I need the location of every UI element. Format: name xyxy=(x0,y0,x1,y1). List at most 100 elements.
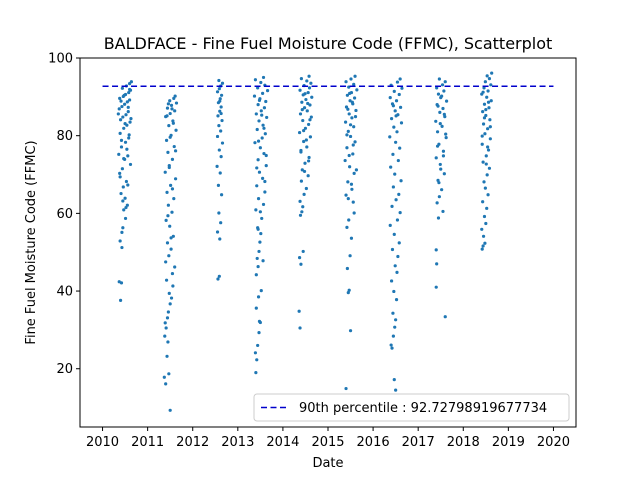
data-point xyxy=(348,329,353,333)
y-tick-label: 40 xyxy=(56,285,73,300)
data-point xyxy=(488,137,492,141)
data-point xyxy=(488,125,492,129)
data-point xyxy=(481,200,485,204)
data-point xyxy=(388,96,392,100)
data-point xyxy=(255,166,259,170)
data-point xyxy=(308,135,313,139)
data-point xyxy=(302,106,307,110)
data-point xyxy=(121,226,125,230)
data-point xyxy=(123,102,127,106)
data-point xyxy=(173,109,177,113)
data-point xyxy=(165,106,170,110)
data-point xyxy=(303,126,308,130)
data-point xyxy=(351,200,355,204)
data-point xyxy=(441,154,446,158)
data-point xyxy=(398,146,402,150)
data-point xyxy=(300,168,304,172)
data-point xyxy=(435,262,439,266)
data-point xyxy=(167,372,171,376)
data-point xyxy=(309,115,313,119)
data-point xyxy=(308,103,312,107)
data-point xyxy=(390,346,394,350)
data-point xyxy=(349,182,354,186)
data-point xyxy=(165,114,169,118)
data-point xyxy=(301,249,305,254)
data-point xyxy=(164,138,169,142)
data-point xyxy=(121,199,125,203)
data-point xyxy=(305,109,309,113)
data-point xyxy=(166,340,170,344)
data-point xyxy=(438,110,442,114)
data-point xyxy=(444,99,449,103)
data-point xyxy=(299,148,303,153)
data-point xyxy=(218,109,222,113)
data-point xyxy=(435,86,439,90)
data-point xyxy=(480,227,484,231)
data-point xyxy=(397,241,401,245)
data-point xyxy=(125,203,129,207)
data-point xyxy=(167,123,171,128)
data-point xyxy=(217,87,221,91)
x-tick-label: 2013 xyxy=(221,435,254,450)
data-point xyxy=(172,96,176,100)
data-point xyxy=(126,105,130,109)
data-point xyxy=(258,146,262,150)
x-tick-label: 2010 xyxy=(86,435,119,450)
data-point xyxy=(354,108,358,113)
data-point xyxy=(394,99,399,103)
data-point xyxy=(481,90,485,94)
data-point xyxy=(344,193,348,197)
data-point xyxy=(259,80,263,85)
data-point xyxy=(483,241,487,245)
data-point xyxy=(126,154,130,158)
data-point xyxy=(347,218,351,222)
data-point xyxy=(172,197,176,201)
data-point xyxy=(261,259,265,263)
data-point xyxy=(444,132,448,136)
data-point xyxy=(444,136,448,140)
data-point xyxy=(484,113,488,118)
data-point xyxy=(306,174,310,178)
data-point xyxy=(122,126,126,130)
data-point xyxy=(347,153,351,158)
x-tick-label: 2019 xyxy=(492,435,525,450)
data-point xyxy=(254,208,258,212)
data-point xyxy=(348,134,353,139)
data-point xyxy=(395,218,400,222)
data-point xyxy=(124,205,128,210)
data-point xyxy=(256,103,260,107)
data-point xyxy=(128,98,132,102)
data-point xyxy=(441,209,445,214)
data-point xyxy=(215,90,220,94)
data-point xyxy=(254,306,258,310)
data-point xyxy=(215,230,220,234)
data-point xyxy=(263,132,267,136)
data-point xyxy=(486,89,490,93)
data-point xyxy=(390,204,394,208)
data-point xyxy=(260,113,264,117)
data-point xyxy=(119,191,123,196)
data-point xyxy=(219,129,223,133)
data-point xyxy=(257,249,261,254)
data-point xyxy=(170,157,175,161)
data-point xyxy=(167,254,171,258)
data-point xyxy=(481,160,485,164)
data-point xyxy=(298,213,303,217)
data-point xyxy=(440,83,445,87)
data-point xyxy=(261,75,266,80)
data-point xyxy=(394,114,398,118)
legend-label: 90th percentile : 92.72798919677734 xyxy=(299,401,547,416)
data-point xyxy=(118,131,122,135)
data-point xyxy=(354,168,359,172)
data-point xyxy=(259,231,263,236)
y-tick-label: 80 xyxy=(56,129,73,144)
data-point xyxy=(349,236,354,240)
data-points xyxy=(116,71,494,412)
data-point xyxy=(304,186,308,191)
data-point xyxy=(355,88,359,92)
data-point xyxy=(220,118,224,123)
data-point xyxy=(256,295,261,299)
data-point xyxy=(254,112,258,116)
data-point xyxy=(265,115,269,120)
data-point xyxy=(219,93,224,97)
